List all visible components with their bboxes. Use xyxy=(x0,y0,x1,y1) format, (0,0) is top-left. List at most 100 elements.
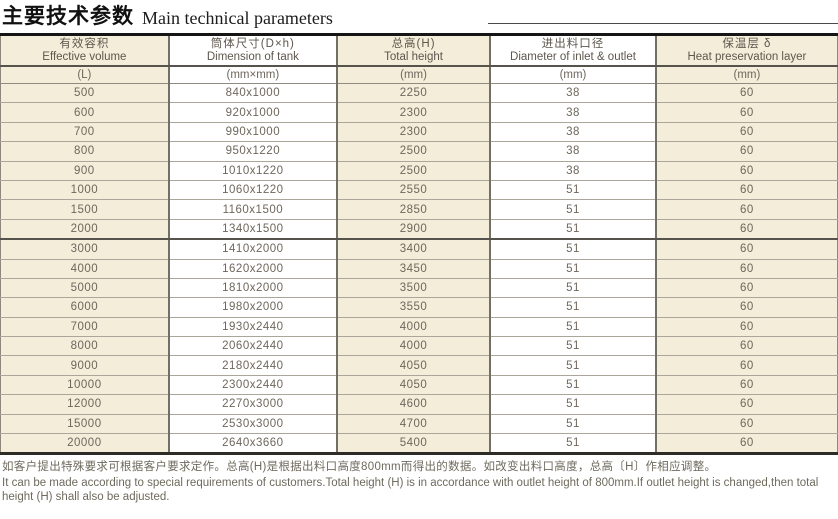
column-unit: (mm) xyxy=(490,66,657,84)
table-cell: 1500 xyxy=(0,199,170,220)
table-cell: 8000 xyxy=(0,336,170,357)
table-cell: 2300x2440 xyxy=(168,375,338,396)
table-cell: 60 xyxy=(655,161,838,181)
table-row: 20000 2640x3660 5400 51 60 xyxy=(0,433,838,455)
table-cell: 60 xyxy=(655,219,838,241)
table-cell: 60 xyxy=(655,141,838,162)
column-unit: (mm×mm) xyxy=(168,66,338,84)
table-cell: 2550 xyxy=(336,180,492,201)
table-cell: 51 xyxy=(490,394,657,415)
table-cell: 2300 xyxy=(336,102,492,123)
header-unit-row: (L) (mm×mm) (mm) (mm) (mm) xyxy=(0,66,838,84)
table-cell: 4000 xyxy=(0,259,170,279)
table-cell: 38 xyxy=(490,141,657,162)
table-cell: 800 xyxy=(0,141,170,162)
table-cell: 60 xyxy=(655,83,838,104)
table-row: 600 920x1000 2300 38 60 xyxy=(0,102,838,123)
table-cell: 51 xyxy=(490,414,657,435)
title-chinese: 主要技术参数 xyxy=(2,5,134,28)
table-cell: 700 xyxy=(0,122,170,143)
table-cell: 38 xyxy=(490,161,657,181)
table-cell: 1930x2440 xyxy=(168,317,338,338)
table-cell: 5400 xyxy=(336,433,492,455)
table-row: 8000 2060x2440 4000 51 60 xyxy=(0,336,838,357)
table-cell: 900 xyxy=(0,161,170,181)
table-cell: 51 xyxy=(490,336,657,357)
table-cell: 2270x3000 xyxy=(168,394,338,415)
column-header-zh: 有效容积 xyxy=(59,38,110,50)
column-header: 总高(H) Total height xyxy=(336,34,492,67)
table-cell: 60 xyxy=(655,278,838,299)
table-row: 900 1010x1220 2500 38 60 xyxy=(0,161,838,181)
table-row: 7000 1930x2440 4000 51 60 xyxy=(0,317,838,338)
table-cell: 1160x1500 xyxy=(168,199,338,220)
table-row: 3000 1410x2000 3400 51 60 xyxy=(0,239,838,260)
table-cell: 600 xyxy=(0,102,170,123)
table-cell: 60 xyxy=(655,180,838,201)
column-header: 保温层 δ Heat preservation layer xyxy=(655,34,838,67)
table-row: 1000 1060x1220 2550 51 60 xyxy=(0,180,838,201)
table-cell: 1810x2000 xyxy=(168,278,338,299)
column-unit: (L) xyxy=(0,66,170,84)
table-cell: 3400 xyxy=(336,239,492,260)
table-cell: 950x1220 xyxy=(168,141,338,162)
table-cell: 51 xyxy=(490,180,657,201)
table-row: 10000 2300x2440 4050 51 60 xyxy=(0,375,838,396)
table-row: 5000 1810x2000 3500 51 60 xyxy=(0,278,838,299)
table-cell: 2530x3000 xyxy=(168,414,338,435)
table-cell: 60 xyxy=(655,414,838,435)
table-cell: 4700 xyxy=(336,414,492,435)
table-row: 12000 2270x3000 4600 51 60 xyxy=(0,394,838,415)
table-cell: 2640x3660 xyxy=(168,433,338,455)
table-cell: 1980x2000 xyxy=(168,297,338,318)
table-cell: 51 xyxy=(490,375,657,396)
table-cell: 60 xyxy=(655,239,838,260)
column-header: 筒体尺寸(D×h) Dimension of tank xyxy=(168,34,338,67)
column-header-en: Heat preservation layer xyxy=(687,51,807,63)
column-header-zh: 保温层 δ xyxy=(722,38,772,50)
table-cell: 1340x1500 xyxy=(168,219,338,241)
table-cell: 60 xyxy=(655,297,838,318)
note-english: It can be made according to special requ… xyxy=(2,477,819,504)
table-cell: 38 xyxy=(490,122,657,143)
table-cell: 9000 xyxy=(0,355,170,376)
table-cell: 60 xyxy=(655,259,838,279)
page-title: 主要技术参数 Main technical parameters xyxy=(0,0,838,30)
table-cell: 51 xyxy=(490,278,657,299)
table-cell: 60 xyxy=(655,122,838,143)
table-cell: 51 xyxy=(490,433,657,455)
table-cell: 51 xyxy=(490,199,657,220)
table-cell: 3500 xyxy=(336,278,492,299)
table-cell: 60 xyxy=(655,375,838,396)
table-cell: 5000 xyxy=(0,278,170,299)
table-row: 9000 2180x2440 4050 51 60 xyxy=(0,355,838,376)
table-cell: 38 xyxy=(490,83,657,104)
table-cell: 4000 xyxy=(336,336,492,357)
column-header-zh: 总高(H) xyxy=(391,38,436,50)
table-cell: 4050 xyxy=(336,355,492,376)
column-header: 进出料口径 Diameter of inlet & outlet xyxy=(490,34,657,67)
table-header: 有效容积 Effective volume 筒体尺寸(D×h) Dimension o… xyxy=(0,34,838,84)
table-cell: 3000 xyxy=(0,239,170,260)
table-cell: 2900 xyxy=(336,219,492,241)
table-cell: 1000 xyxy=(0,180,170,201)
table-row: 2000 1340x1500 2900 51 60 xyxy=(0,219,838,241)
footnotes: 如客户提出特殊要求可根据客户要求定作。总高(H)是根据出料口高度800mm而得出… xyxy=(2,460,838,504)
table-cell: 4050 xyxy=(336,375,492,396)
table-cell: 60 xyxy=(655,355,838,376)
table-cell: 51 xyxy=(490,317,657,338)
table-cell: 3550 xyxy=(336,297,492,318)
column-unit: (mm) xyxy=(336,66,492,84)
table-cell: 2180x2440 xyxy=(168,355,338,376)
table-cell: 60 xyxy=(655,199,838,220)
table-cell: 60 xyxy=(655,433,838,455)
table-cell: 51 xyxy=(490,355,657,376)
table-cell: 38 xyxy=(490,102,657,123)
table-cell: 2250 xyxy=(336,83,492,104)
table-body: 500 840x1000 2250 38 60 600 920x1000 2300 38 60 70… xyxy=(0,83,838,455)
table-row: 1500 1160x1500 2850 51 60 xyxy=(0,199,838,220)
column-header-zh: 筒体尺寸(D×h) xyxy=(210,38,295,50)
note-chinese: 如客户提出特殊要求可根据客户要求定作。总高(H)是根据出料口高度800mm而得出… xyxy=(2,461,717,474)
table-cell: 2500 xyxy=(336,141,492,162)
table-cell: 4000 xyxy=(336,317,492,338)
